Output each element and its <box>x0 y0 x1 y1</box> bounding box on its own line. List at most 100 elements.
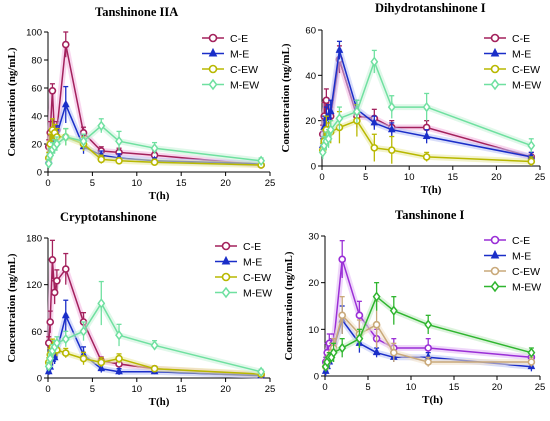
legend-marker <box>208 47 218 57</box>
data-point <box>79 135 88 147</box>
legend-marker <box>208 78 218 91</box>
x-tick-label: 20 <box>491 172 502 183</box>
x-tick-label: 10 <box>404 172 415 183</box>
data-point <box>355 311 364 320</box>
legend-label: C-E <box>243 241 261 253</box>
data-point <box>97 298 106 309</box>
legend-label: M-EW <box>243 287 272 299</box>
data-point <box>422 101 431 113</box>
data-point <box>387 146 396 154</box>
y-tick-label: 80 <box>31 56 42 67</box>
chart-panel-3: Cryptotanshinone 0 5 10 15 20 25 0 60 120 180 T(h) C… <box>6 210 275 408</box>
y-axis-label: Concentration (ng/mL) <box>280 43 292 152</box>
y-tick-label: 20 <box>305 116 316 127</box>
data-point <box>424 358 433 366</box>
data-point <box>352 106 361 117</box>
x-tick-label: 20 <box>220 178 231 189</box>
series-M-EW <box>44 118 266 169</box>
x-tick-label: 5 <box>90 384 95 395</box>
data-point <box>53 276 61 285</box>
data-point <box>61 333 70 345</box>
legend-label: C-EW <box>512 266 540 278</box>
data-point <box>46 353 55 364</box>
legend-label: M-EW <box>512 281 541 293</box>
legend-label: M-E <box>512 48 531 60</box>
legend: C-E M-E C-EW M-EW <box>484 33 541 91</box>
legend-marker <box>221 255 231 265</box>
x-tick-label: 15 <box>449 382 460 393</box>
legend-label: C-E <box>230 33 248 45</box>
y-tick-label: 60 <box>31 327 42 338</box>
data-point <box>97 120 106 132</box>
data-point <box>48 255 57 264</box>
x-tick-label: 15 <box>176 384 187 395</box>
y-tick-label: 60 <box>305 26 316 37</box>
x-axis-label: T(h) <box>149 396 170 408</box>
x-tick-label: 0 <box>45 384 50 395</box>
data-point <box>44 158 53 169</box>
data-point <box>422 131 431 140</box>
legend-marker <box>490 280 500 293</box>
data-point <box>424 344 433 352</box>
data-point <box>527 157 536 166</box>
y-tick-label: 180 <box>26 234 42 245</box>
legend-label: M-E <box>243 256 262 268</box>
legend-marker <box>490 249 500 259</box>
x-tick-label: 5 <box>363 172 368 183</box>
data-point <box>150 158 159 166</box>
data-point <box>338 342 347 354</box>
y-tick-label: 40 <box>305 71 316 82</box>
legend: C-E M-E C-EW M-EW <box>215 241 272 299</box>
x-tick-label: 20 <box>220 384 231 395</box>
data-point <box>355 333 364 344</box>
data-point <box>115 157 123 165</box>
x-axis-label: T(h) <box>422 394 443 406</box>
legend-marker <box>490 78 500 91</box>
data-point <box>115 329 123 341</box>
data-point <box>326 106 335 115</box>
data-point <box>48 87 57 95</box>
data-point <box>52 138 61 150</box>
data-point <box>329 347 338 358</box>
data-point <box>150 364 159 373</box>
legend-label: C-EW <box>230 64 258 76</box>
data-point <box>61 40 70 49</box>
y-tick-label: 0 <box>37 374 42 385</box>
data-point <box>79 326 88 337</box>
legend-marker <box>490 33 500 43</box>
data-point <box>424 319 433 330</box>
legend: C-E M-E C-EW M-EW <box>202 33 259 91</box>
series-C-E <box>44 239 265 379</box>
x-tick-label: 5 <box>90 178 95 189</box>
legend-label: M-E <box>512 250 531 262</box>
chart-panel-4: Tanshinone I 0 5 10 15 20 25 0 10 20 30 T(h) Concent… <box>283 208 545 406</box>
data-point <box>97 358 106 367</box>
data-point <box>372 347 381 356</box>
data-point <box>335 45 344 53</box>
legend-marker <box>208 33 218 43</box>
data-point <box>389 348 398 357</box>
legend-marker <box>221 272 231 282</box>
data-point <box>527 140 536 151</box>
data-point <box>326 124 335 135</box>
x-tick-label: 20 <box>492 382 503 393</box>
y-tick-label: 40 <box>31 112 42 123</box>
legend-marker <box>490 64 500 74</box>
legend-label: C-EW <box>512 64 540 76</box>
chart-panel-2: Dihydrotanshinone I 0 5 10 15 20 25 0 20 40 60 T(h)… <box>280 1 545 196</box>
data-point <box>61 99 70 108</box>
y-tick-label: 60 <box>31 84 42 95</box>
legend-label: M-E <box>230 48 249 60</box>
y-tick-label: 30 <box>308 232 319 243</box>
data-point <box>338 311 347 320</box>
x-axis-label: T(h) <box>149 190 170 202</box>
chart-panel-1: Tanshinone IIA 0 5 10 15 20 25 0 20 40 60 80 100 T(h)… <box>6 5 275 202</box>
y-tick-label: 0 <box>37 168 42 179</box>
data-point <box>61 310 70 319</box>
chart-title: Tanshinone I <box>395 208 465 222</box>
y-axis-label: Concentration (ng/mL) <box>6 47 18 156</box>
legend-label: M-EW <box>230 79 259 91</box>
legend-label: C-E <box>512 33 530 45</box>
y-tick-label: 20 <box>31 140 42 151</box>
